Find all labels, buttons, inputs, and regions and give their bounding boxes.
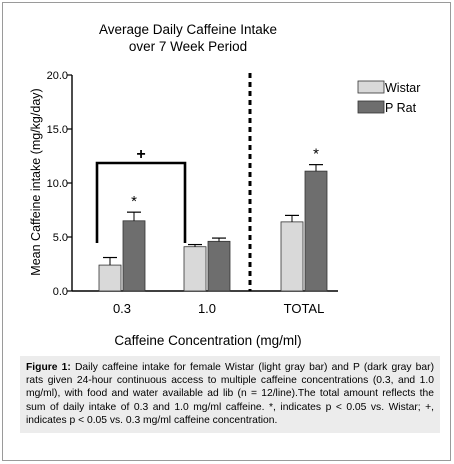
significance-bracket <box>95 161 187 243</box>
y-tick-label: 10.0 <box>47 178 68 190</box>
chart-title-line-1: Average Daily Caffeine Intake <box>99 22 277 37</box>
figure-frame <box>2 2 451 461</box>
bar <box>280 221 304 292</box>
bar <box>183 246 207 292</box>
x-tick-label: 0.3 <box>113 301 131 316</box>
y-tick-label: 5.0 <box>53 232 68 244</box>
bracket-symbol: + <box>136 146 145 163</box>
caption-label: Figure 1: <box>26 362 71 373</box>
significance-star: * <box>313 146 319 163</box>
legend: Wistar P Rat <box>357 80 420 115</box>
bar <box>98 264 122 292</box>
caption-text: Daily caffeine intake for female Wistar … <box>26 362 434 426</box>
y-axis-label: Mean Caffeine intake (mg/kg/day) <box>29 88 43 275</box>
y-tick-label: 15.0 <box>47 124 68 136</box>
plot-area: 0.0 5.0 10.0 15.0 20.0 0.3 1.0 TOTAL * * + <box>47 70 338 316</box>
bar <box>122 220 146 292</box>
significance-star: * <box>131 193 137 210</box>
legend-swatch <box>357 80 385 94</box>
x-axis-label: Caffeine Concentration (mg/ml) <box>114 333 301 348</box>
y-tick-label: 20.0 <box>47 70 68 82</box>
legend-label: P Rat <box>385 101 417 115</box>
x-tick-label: 1.0 <box>198 301 216 316</box>
figure-caption: Figure 1: Daily caffeine intake for fema… <box>20 356 440 434</box>
y-tick-label: 0.0 <box>53 286 68 298</box>
bar <box>207 240 231 292</box>
chart-title-line-2: over 7 Week Period <box>129 39 247 54</box>
legend-swatch <box>357 100 385 114</box>
legend-label: Wistar <box>385 81 420 95</box>
x-tick-label: TOTAL <box>284 301 325 316</box>
caffeine-bar-chart: Average Daily Caffeine Intake over 7 Wee… <box>29 22 420 348</box>
bar <box>304 170 328 292</box>
